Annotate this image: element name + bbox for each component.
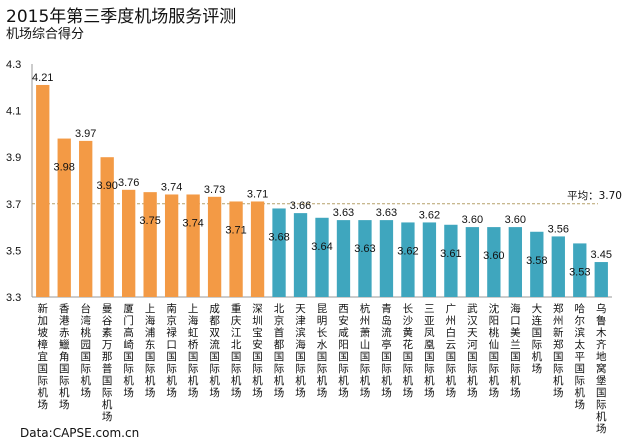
- bar-value-label: 4.21: [32, 72, 53, 84]
- bar: [36, 84, 50, 297]
- category-label: 西安咸阳国际机场: [338, 303, 349, 399]
- bar-value-label: 3.53: [569, 266, 590, 278]
- category-label: 香港赤鱲角国际机场: [59, 303, 70, 411]
- y-tick-label: 3.5: [6, 245, 21, 257]
- bar-value-label: 3.63: [376, 207, 397, 219]
- bar: [100, 157, 114, 297]
- bar: [487, 227, 501, 297]
- category-label: 厦门高崎国际机场: [123, 303, 134, 399]
- bar-value-label: 3.90: [96, 180, 117, 192]
- category-label: 南京禄口国际机场: [166, 302, 177, 399]
- y-tick-label: 3.3: [6, 292, 21, 304]
- category-label: 大连国际机场: [532, 302, 543, 375]
- bar-value-label: 3.98: [54, 162, 75, 174]
- category-label: 重庆江北国际机场: [231, 302, 242, 399]
- bar: [379, 220, 394, 297]
- category-label: 昆明长水国际机场: [317, 303, 328, 399]
- bar: [444, 224, 458, 297]
- bar-value-label: 3.63: [333, 207, 354, 219]
- bar: [229, 201, 243, 297]
- bar: [57, 138, 71, 297]
- bar: [79, 140, 93, 297]
- category-label: 北京首都国际机场: [274, 303, 285, 399]
- bar-value-label: 3.74: [161, 181, 182, 193]
- category-label: 武汉天河国际机场: [467, 302, 478, 399]
- category-label: 郑州新郑国际机场: [553, 302, 564, 399]
- bar-value-label: 3.76: [118, 177, 139, 189]
- bar: [594, 262, 608, 297]
- y-tick-label: 4.3: [6, 59, 21, 71]
- category-label: 台湾桃园国际机场: [80, 302, 91, 399]
- bar-value-label: 3.73: [204, 184, 225, 196]
- bar: [250, 201, 265, 297]
- y-tick-label: 3.9: [6, 152, 21, 164]
- bar-value-label: 3.74: [182, 217, 203, 229]
- page-subtitle: 机场综合得分: [6, 27, 85, 42]
- bar-value-label: 3.66: [290, 200, 311, 212]
- bar-value-label: 3.97: [75, 128, 96, 140]
- y-tick-label: 4.1: [6, 106, 21, 118]
- bar: [465, 227, 480, 297]
- average-label: 平均：3.70: [567, 190, 622, 202]
- bar: [422, 222, 437, 297]
- bar-value-label: 3.60: [483, 250, 504, 262]
- category-label: 新加坡樟宜国际机场: [37, 302, 48, 411]
- bar-value-label: 3.62: [397, 245, 418, 257]
- bar: [293, 213, 308, 297]
- category-label: 上海浦东国际机场: [145, 303, 156, 399]
- bar: [207, 196, 222, 297]
- bar: [551, 236, 565, 297]
- bar: [508, 227, 522, 297]
- bar-value-label: 3.71: [247, 188, 268, 200]
- bar-value-label: 3.68: [268, 231, 289, 243]
- category-label: 成都双流国际机场: [209, 303, 220, 399]
- category-label: 曼谷素万那普国际机场: [102, 303, 113, 423]
- bar: [186, 194, 200, 297]
- bar-value-label: 3.58: [526, 255, 547, 267]
- bar-value-label: 3.63: [354, 243, 375, 255]
- bar: [358, 220, 372, 297]
- bar: [164, 194, 179, 297]
- category-label: 三亚凤凰国际机场: [424, 303, 435, 399]
- category-label: 沈阳桃仙国际机场: [489, 302, 500, 399]
- category-label: 上海虹桥国际机场: [188, 303, 199, 399]
- bar-value-label: 3.60: [462, 214, 483, 226]
- category-label: 深圳宝安国际机场: [252, 303, 263, 399]
- bar-value-label: 3.75: [139, 215, 160, 227]
- bar: [573, 243, 587, 297]
- bar: [401, 222, 415, 297]
- category-label: 长沙黄花国际机场: [403, 303, 414, 399]
- bar: [530, 231, 544, 297]
- bar-value-label: 3.62: [419, 209, 440, 221]
- bar-value-label: 3.45: [591, 249, 612, 261]
- bar-value-label: 3.60: [505, 214, 526, 226]
- bar: [336, 220, 351, 297]
- bar: [122, 189, 136, 297]
- page-title: 2015年第三季度机场服务评测: [6, 7, 237, 27]
- bar: [315, 217, 329, 297]
- data-source: Data:CAPSE.com.cn: [20, 426, 140, 440]
- category-label: 杭州萧山国际机场: [360, 302, 371, 399]
- bar: [143, 192, 157, 297]
- category-label: 乌鲁木齐地窝堡国际机场: [596, 302, 607, 435]
- y-tick-label: 3.7: [6, 199, 21, 211]
- category-label: 哈尔滨太平国际机场: [575, 302, 586, 411]
- bar: [272, 208, 286, 297]
- bar-value-label: 3.71: [225, 224, 246, 236]
- bar-value-label: 3.64: [311, 241, 332, 253]
- bar-value-label: 3.61: [440, 248, 461, 260]
- category-label: 广州白云国际机场: [446, 303, 457, 399]
- category-label: 青岛流亭国际机场: [381, 302, 392, 399]
- category-label: 海口美兰国际机场: [510, 302, 521, 399]
- category-label: 天津滨海国际机场: [295, 303, 306, 399]
- bar-value-label: 3.56: [548, 223, 569, 235]
